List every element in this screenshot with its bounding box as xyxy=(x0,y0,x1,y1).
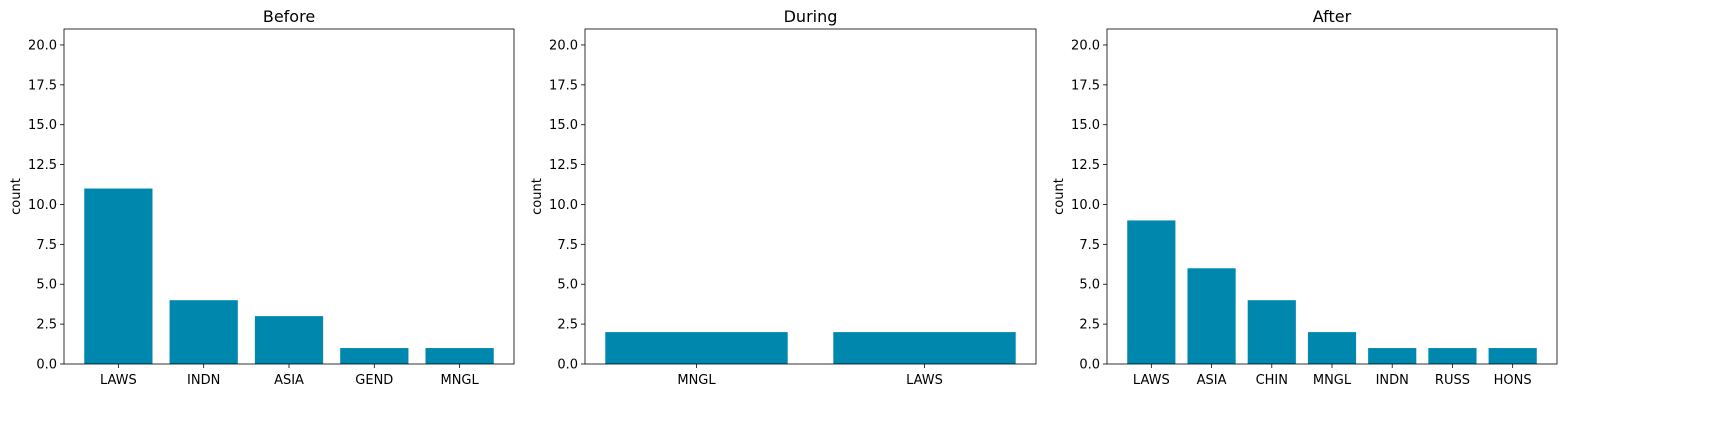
x-tick-label: MNGL xyxy=(440,373,479,388)
y-tick-label: 12.5 xyxy=(28,158,57,173)
bar-mngl xyxy=(425,348,494,364)
y-tick-label: 20.0 xyxy=(28,38,57,53)
bar-chin xyxy=(1247,300,1296,364)
x-tick-label: ASIA xyxy=(1197,373,1227,388)
axes-frame xyxy=(584,28,1037,365)
y-tick-label: 20.0 xyxy=(549,38,578,53)
bar-asia xyxy=(254,316,324,364)
y-tick-label: 10.0 xyxy=(28,198,57,213)
y-tick-label: 2.5 xyxy=(36,318,57,333)
bar-mngl xyxy=(605,332,788,364)
y-tick-label: 17.5 xyxy=(28,78,57,93)
chart-panel-during: 0.0 2.5 5.0 7.5 10.0 12.5 15.0 17.5 20.0 MNGL LAWS… xyxy=(530,7,1037,388)
y-axis-label: count xyxy=(1052,178,1067,215)
y-tick-label: 7.5 xyxy=(557,238,578,253)
x-tick-label: ASIA xyxy=(274,373,304,388)
bar-indn xyxy=(1368,348,1417,364)
bar-laws xyxy=(1127,220,1176,364)
bar-hons xyxy=(1488,348,1537,364)
y-tick-label: 10.0 xyxy=(1071,198,1100,213)
bar-mngl xyxy=(1307,332,1357,364)
y-tick-label: 0.0 xyxy=(1079,358,1100,373)
bar-russ xyxy=(1428,348,1477,364)
y-axis-label: count xyxy=(9,178,24,215)
panel-title: Before xyxy=(263,7,315,26)
x-tick-label: GEND xyxy=(355,373,393,388)
y-axis-label: count xyxy=(530,178,545,215)
bar-laws xyxy=(84,188,153,364)
x-tick-label: HONS xyxy=(1494,373,1532,388)
y-tick-label: 12.5 xyxy=(1071,158,1100,173)
x-tick-label: MNGL xyxy=(677,373,716,388)
y-tick-label: 5.0 xyxy=(1079,278,1100,293)
x-tick-label: CHIN xyxy=(1256,373,1288,388)
y-tick-label: 2.5 xyxy=(557,318,578,333)
y-tick-label: 17.5 xyxy=(1071,78,1100,93)
y-tick-label: 7.5 xyxy=(1079,238,1100,253)
y-tick-label: 20.0 xyxy=(1071,38,1100,53)
y-tick-label: 15.0 xyxy=(28,118,57,133)
chart-panel-after: 0.0 2.5 5.0 7.5 10.0 12.5 15.0 17.5 20.0 LAWS ASIA… xyxy=(1052,7,1558,388)
x-tick-label: MNGL xyxy=(1313,373,1352,388)
x-tick-label: LAWS xyxy=(906,373,943,388)
x-tick-label: INDN xyxy=(187,373,220,388)
y-tick-label: 0.0 xyxy=(557,358,578,373)
bar-indn xyxy=(169,300,238,364)
bar-gend xyxy=(340,348,409,364)
panel-title: During xyxy=(784,7,838,26)
x-tick-label: RUSS xyxy=(1435,373,1470,388)
y-tick-label: 5.0 xyxy=(557,278,578,293)
bar-laws xyxy=(833,332,1016,364)
y-tick-label: 15.0 xyxy=(1071,118,1100,133)
x-tick-label: LAWS xyxy=(1133,373,1170,388)
x-tick-label: INDN xyxy=(1376,373,1409,388)
y-tick-label: 0.0 xyxy=(36,358,57,373)
y-tick-label: 12.5 xyxy=(549,158,578,173)
x-tick-label: LAWS xyxy=(100,373,137,388)
y-tick-label: 17.5 xyxy=(549,78,578,93)
y-tick-label: 7.5 xyxy=(36,238,57,253)
y-tick-label: 15.0 xyxy=(549,118,578,133)
chart-panel-before: 0.0 2.5 5.0 7.5 10.0 12.5 15.0 17.5 20.0 LAWS INDN… xyxy=(9,7,515,388)
bar-asia xyxy=(1187,268,1236,364)
y-tick-label: 5.0 xyxy=(36,278,57,293)
y-tick-label: 10.0 xyxy=(549,198,578,213)
panel-title: After xyxy=(1313,7,1352,26)
y-tick-label: 2.5 xyxy=(1079,318,1100,333)
